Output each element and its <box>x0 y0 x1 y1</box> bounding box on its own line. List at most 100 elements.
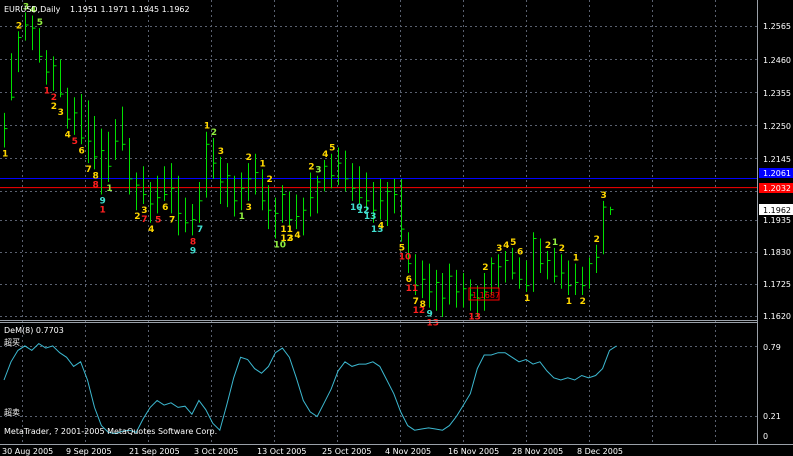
symbol-header: EURUSD,Daily <box>4 5 61 14</box>
ohlc-bar <box>296 194 300 230</box>
count-label: 8 <box>92 171 98 181</box>
count-label: 13 <box>364 212 377 222</box>
count-label: 1 <box>204 122 210 132</box>
ohlc-bar <box>519 257 523 289</box>
count-label: 13 <box>427 319 440 329</box>
ohlc-bar <box>67 87 71 129</box>
ohlc-bar <box>415 254 419 296</box>
red-line-price-tag <box>759 183 793 193</box>
overbought-label: 超买 <box>4 337 20 347</box>
ohlc-bar <box>470 279 474 311</box>
ohlc-bar <box>352 163 356 201</box>
ohlc-bar <box>317 175 321 214</box>
ohlc-bar <box>39 28 43 63</box>
count-label: 3 <box>246 203 252 213</box>
ohlc-bar <box>101 128 105 195</box>
ohlc-bar <box>477 285 481 317</box>
price-window[interactable]: 123 4512234567889112374567897123123121011… <box>0 2 757 329</box>
count-label: 7 <box>141 215 147 225</box>
ohlc-bar <box>442 273 446 317</box>
count-label: 2 <box>594 235 600 245</box>
count-label: 4 <box>378 222 384 232</box>
count-label: 2 <box>308 163 314 173</box>
ohlc-bar <box>533 232 537 292</box>
ohlc-bar <box>282 185 286 223</box>
sequential-count-labels: 123 4512234567889112374567897123123121011… <box>2 2 607 328</box>
ohlc-bar <box>303 197 307 236</box>
price-tick: 1.1620 <box>763 312 791 321</box>
ohlc-bar <box>129 138 133 195</box>
price-tick: 1.1725 <box>763 280 791 289</box>
ohlc-bar <box>275 197 279 239</box>
ohlc-bar <box>248 163 252 201</box>
count-label: 6 <box>517 247 523 257</box>
ohlc-bar <box>220 156 224 204</box>
count-label: 6 <box>162 203 168 213</box>
ohlc-bar <box>157 175 161 214</box>
ohlc-bar <box>512 247 516 280</box>
count-label: 1 <box>573 254 579 264</box>
ohlc-bar <box>178 175 182 236</box>
count-label: 1 <box>2 149 8 159</box>
ohlc-bar <box>547 251 551 280</box>
count-label: 1 <box>99 206 105 216</box>
count-label: 6 <box>79 146 85 156</box>
count-label: 3 <box>218 147 224 157</box>
ohlc-bar <box>81 94 85 145</box>
ohlc-bar <box>582 266 586 296</box>
count-label: 5 <box>155 215 161 225</box>
ohlc-bar <box>164 166 168 201</box>
current-price-tag <box>759 204 793 215</box>
count-label: 8 <box>92 180 98 190</box>
count-label: 6 <box>406 275 412 285</box>
count-label: 5 <box>329 144 335 154</box>
time-scale[interactable]: 30 Aug 2005 9 Sep 2005 21 Sep 2005 3 Oct… <box>2 447 623 456</box>
ohlc-bar <box>94 116 98 170</box>
ohlc-bar <box>436 269 440 311</box>
grid <box>0 0 757 444</box>
ohlc-bar <box>338 147 342 186</box>
ohlc-bar <box>143 166 147 204</box>
ohlc-bar <box>324 160 328 192</box>
price-scale[interactable]: 1.2565 1.2460 1.2355 1.2250 1.2145 1.193… <box>759 22 793 441</box>
ohlc-bar <box>345 150 349 192</box>
ohlc-bar <box>289 191 293 233</box>
ohlc-bar <box>199 181 203 223</box>
count-label: 3 <box>58 108 64 118</box>
ohlc-bar <box>32 15 36 51</box>
ohlc-bar <box>331 153 335 189</box>
count-label: 2 <box>51 93 57 103</box>
dem-line <box>3 342 617 435</box>
count-label: 1 <box>260 159 266 169</box>
price-box[interactable] <box>468 287 500 301</box>
ohlc-header: 1.1951 1.1971 1.1945 1.1962 <box>70 5 190 14</box>
time-label: 8 Dec 2005 <box>577 447 623 456</box>
count-label: 3 <box>496 244 502 254</box>
dem-window[interactable]: DeM(8) 0.7703 超买 超卖 MetaTrader, ? 2001-2… <box>3 326 617 436</box>
count-label: 8 <box>420 300 426 310</box>
count-label: 12 <box>357 206 370 216</box>
count-label: 13 <box>371 225 384 235</box>
ohlc-bar <box>115 119 119 160</box>
ohlc-bar <box>463 273 467 308</box>
count-label: 1 <box>552 238 558 248</box>
ohlc-bar <box>561 254 565 289</box>
ohlc-bar <box>401 178 405 242</box>
time-label: 4 Nov 2005 <box>385 447 431 456</box>
ohlc-bar <box>387 181 391 226</box>
count-label: 8 <box>190 237 196 247</box>
ohlc-bar <box>150 181 154 223</box>
horizontal-lines[interactable] <box>0 178 757 189</box>
count-label: 2 <box>51 102 57 112</box>
count-label: 3 <box>23 2 29 12</box>
ohlc-bar <box>484 273 488 311</box>
count-label: 12 <box>413 306 426 316</box>
count-label: 9 <box>190 246 196 256</box>
ohlc-bar <box>88 100 92 164</box>
count-label: 3 <box>141 206 147 216</box>
ohlc-bar <box>540 238 544 274</box>
price-tick: 1.1935 <box>763 216 791 225</box>
count-label: 12 <box>280 234 293 244</box>
